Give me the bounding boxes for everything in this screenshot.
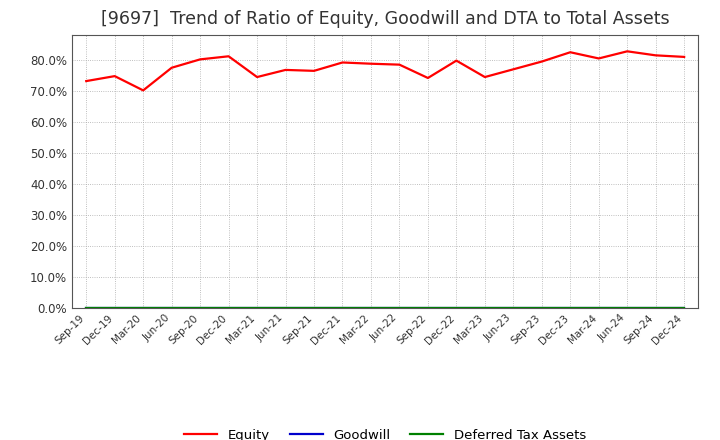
Deferred Tax Assets [310,305,318,311]
Equity [282,67,290,73]
Goodwill [253,305,261,311]
Deferred Tax Assets [509,305,518,311]
Deferred Tax Assets [82,305,91,311]
Goodwill [537,305,546,311]
Deferred Tax Assets [366,305,375,311]
Goodwill [566,305,575,311]
Goodwill [366,305,375,311]
Deferred Tax Assets [110,305,119,311]
Equity [196,57,204,62]
Goodwill [338,305,347,311]
Equity [623,49,631,54]
Deferred Tax Assets [167,305,176,311]
Equity [366,61,375,66]
Equity [595,56,603,61]
Equity [82,78,91,84]
Goodwill [452,305,461,311]
Deferred Tax Assets [423,305,432,311]
Equity [680,54,688,59]
Equity [110,73,119,79]
Deferred Tax Assets [566,305,575,311]
Deferred Tax Assets [595,305,603,311]
Deferred Tax Assets [253,305,261,311]
Equity [566,50,575,55]
Equity [652,53,660,58]
Goodwill [282,305,290,311]
Goodwill [652,305,660,311]
Deferred Tax Assets [395,305,404,311]
Equity [423,75,432,81]
Deferred Tax Assets [537,305,546,311]
Equity [452,58,461,63]
Equity [310,68,318,73]
Line: Equity: Equity [86,51,684,90]
Legend: Equity, Goodwill, Deferred Tax Assets: Equity, Goodwill, Deferred Tax Assets [179,424,591,440]
Equity [253,74,261,80]
Goodwill [225,305,233,311]
Equity [225,54,233,59]
Deferred Tax Assets [480,305,489,311]
Goodwill [509,305,518,311]
Deferred Tax Assets [282,305,290,311]
Equity [139,88,148,93]
Deferred Tax Assets [196,305,204,311]
Deferred Tax Assets [139,305,148,311]
Equity [480,74,489,80]
Goodwill [196,305,204,311]
Goodwill [595,305,603,311]
Deferred Tax Assets [623,305,631,311]
Deferred Tax Assets [225,305,233,311]
Deferred Tax Assets [652,305,660,311]
Goodwill [167,305,176,311]
Goodwill [310,305,318,311]
Equity [537,59,546,64]
Goodwill [423,305,432,311]
Equity [395,62,404,67]
Deferred Tax Assets [452,305,461,311]
Deferred Tax Assets [338,305,347,311]
Equity [338,60,347,65]
Equity [167,65,176,70]
Equity [509,66,518,72]
Goodwill [395,305,404,311]
Goodwill [680,305,688,311]
Goodwill [82,305,91,311]
Goodwill [623,305,631,311]
Goodwill [480,305,489,311]
Goodwill [139,305,148,311]
Goodwill [110,305,119,311]
Title: [9697]  Trend of Ratio of Equity, Goodwill and DTA to Total Assets: [9697] Trend of Ratio of Equity, Goodwil… [101,10,670,28]
Deferred Tax Assets [680,305,688,311]
